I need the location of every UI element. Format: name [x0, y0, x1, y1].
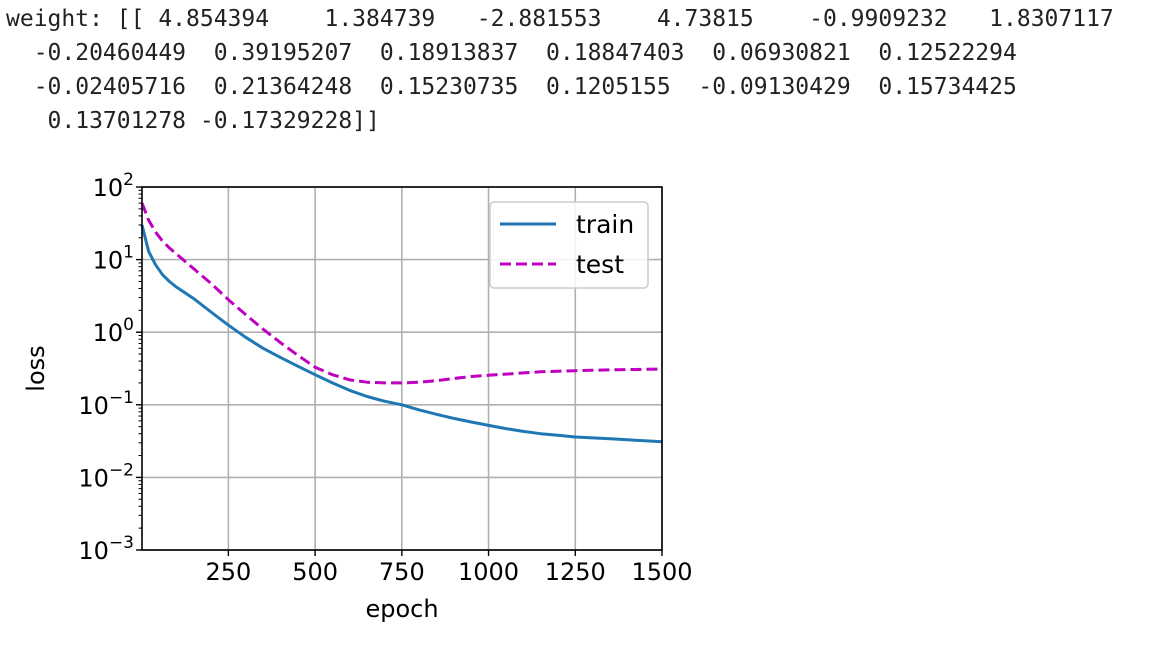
x-tick-label: 750 — [379, 558, 425, 586]
y-tick-label: 10−1 — [78, 388, 134, 420]
legend-label-test: test — [576, 250, 624, 279]
legend: train test — [489, 201, 649, 289]
x-tick-label: 1500 — [631, 558, 692, 586]
series-line-train — [140, 224, 663, 444]
x-tick-label: 1000 — [458, 558, 519, 586]
output-line: 0.13701278 -0.17329228]] — [6, 108, 380, 134]
x-axis-label: epoch — [365, 595, 438, 623]
y-tick-label: 102 — [93, 170, 134, 202]
y-tick-label: 100 — [93, 315, 134, 347]
y-tick-label: 10−3 — [78, 533, 134, 565]
output-line: -0.02405716 0.21364248 0.15230735 0.1205… — [6, 74, 1017, 100]
series-lines — [140, 202, 663, 444]
output-line: weight: [[ 4.854394 1.384739 -2.881553 4… — [6, 6, 1114, 32]
x-tick-label: 1250 — [545, 558, 606, 586]
axes: 250 500 750 1000 1250 1500 10−3 10−2 10−1 100 101 1… — [22, 170, 693, 623]
loss-chart: 250 500 750 1000 1250 1500 10−3 10−2 10−1 100 101 1… — [22, 170, 693, 623]
series-line-test — [140, 202, 663, 385]
legend-label-train: train — [576, 210, 634, 239]
cell-output-text: weight: [[ 4.854394 1.384739 -2.881553 4… — [6, 2, 1114, 138]
x-tick-label: 250 — [205, 558, 251, 586]
output-line: -0.20460449 0.39195207 0.18913837 0.1884… — [6, 40, 1017, 66]
y-axis-label: loss — [22, 345, 50, 391]
x-tick-label: 500 — [292, 558, 338, 586]
y-tick-label: 101 — [93, 243, 134, 275]
y-tick-label: 10−2 — [78, 460, 134, 492]
